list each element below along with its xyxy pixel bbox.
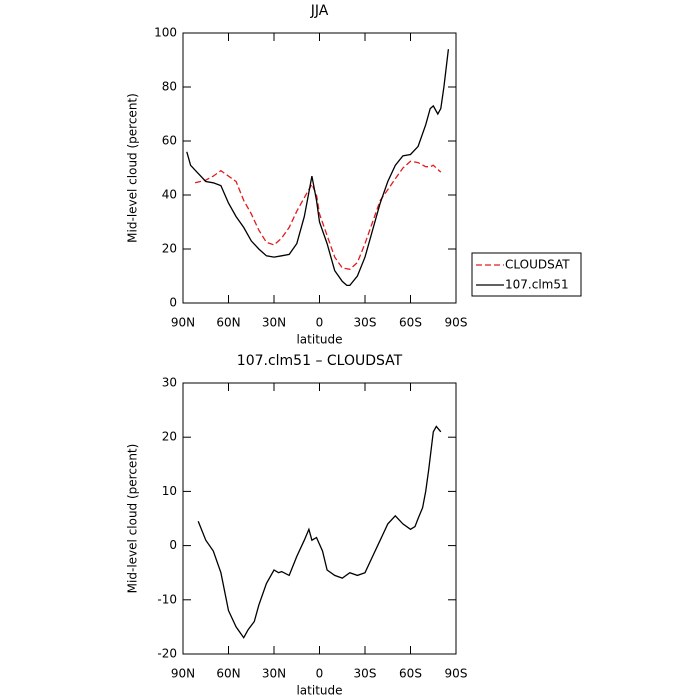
- plot-frame: [182, 32, 457, 304]
- x-tick-label: 60S: [399, 667, 422, 681]
- y-tick-label: 20: [162, 430, 177, 444]
- series-line: [194, 160, 442, 270]
- series-line: [197, 425, 442, 639]
- legend-label: CLOUDSAT: [505, 258, 570, 272]
- x-axis-label: latitude: [296, 684, 342, 698]
- x-tick-label: 0: [316, 667, 324, 681]
- y-tick-label: 40: [162, 188, 177, 202]
- y-tick-label: 20: [162, 242, 177, 256]
- x-tick-label: 60N: [216, 667, 240, 681]
- x-tick-label: 30N: [262, 316, 286, 330]
- y-tick-label: 80: [162, 80, 177, 94]
- y-tick-label: 10: [162, 484, 177, 498]
- legend-label: 107.clm51: [505, 278, 569, 292]
- series-line: [186, 49, 450, 287]
- plot-frame: [182, 382, 457, 655]
- x-tick-label: 30S: [354, 667, 377, 681]
- x-tick-label: 60N: [216, 316, 240, 330]
- y-axis-label: Mid-level cloud (percent): [126, 93, 140, 243]
- y-tick-label: 0: [169, 296, 177, 310]
- x-tick-label: 60S: [399, 316, 422, 330]
- x-axis-label: latitude: [296, 333, 342, 347]
- y-tick-label: -10: [157, 592, 177, 606]
- x-tick-label: 0: [316, 316, 324, 330]
- y-tick-label: 0: [169, 538, 177, 552]
- x-tick-label: 90N: [171, 316, 195, 330]
- x-tick-label: 90S: [445, 316, 468, 330]
- y-tick-label: -20: [157, 647, 177, 661]
- chart-title: JJA: [310, 3, 329, 19]
- chart-title: 107.clm51 – CLOUDSAT: [237, 353, 403, 369]
- y-axis-label: Mid-level cloud (percent): [126, 444, 140, 594]
- x-tick-label: 90N: [171, 667, 195, 681]
- legend-box: [471, 252, 582, 297]
- y-tick-label: 30: [162, 376, 177, 390]
- x-tick-label: 30S: [354, 316, 377, 330]
- y-tick-label: 100: [154, 26, 177, 40]
- y-tick-label: 60: [162, 134, 177, 148]
- x-tick-label: 30N: [262, 667, 286, 681]
- x-tick-label: 90S: [445, 667, 468, 681]
